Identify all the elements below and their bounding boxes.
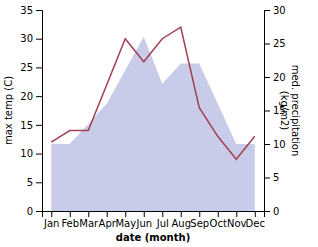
axis-line <box>43 212 265 218</box>
x-tick: Jan <box>43 211 59 229</box>
y-tick-label: 5 <box>27 177 33 188</box>
x-axis-title: date (month) <box>116 232 190 243</box>
y2-tick: 10 <box>264 139 286 150</box>
x-tick: Sep <box>190 211 209 229</box>
x-tick-label: Oct <box>210 218 227 229</box>
x-tick: Mar <box>79 211 99 229</box>
y-tick: 10 <box>20 148 42 159</box>
y2-tick-label: 10 <box>273 139 286 150</box>
y2-tick-label: 5 <box>273 172 279 183</box>
x-tick-label: Sep <box>190 218 209 229</box>
x-tick-label: Mar <box>79 218 99 229</box>
y2-tick-mark <box>264 44 270 45</box>
x-axis: JanFebMarAprMayJun JulAugSepOctNovDec <box>43 211 265 229</box>
y2-axis-title-line: (kg/m2) <box>279 91 290 131</box>
x-tick: May <box>115 211 136 229</box>
y2-tick-mark <box>264 77 270 78</box>
axis-line <box>265 11 271 212</box>
y-axis: 0 5 10 15 20 25 30 35 <box>20 5 42 217</box>
x-tick: Aug <box>171 211 191 229</box>
x-tick-mark <box>107 211 108 217</box>
y-tick-mark <box>36 10 42 11</box>
y2-tick-mark <box>264 10 270 11</box>
x-tick-mark <box>255 211 256 217</box>
y2-tick: 5 <box>264 172 279 183</box>
y-tick-label: 35 <box>20 5 33 16</box>
x-tick-mark <box>236 211 237 217</box>
x-tick-label: Apr <box>99 218 117 229</box>
x-tick-mark <box>88 211 89 217</box>
x-tick-mark <box>144 211 145 217</box>
marks <box>51 27 255 211</box>
y-tick-label: 25 <box>20 62 33 73</box>
y2-tick-mark <box>264 178 270 179</box>
y-tick: 0 <box>27 206 42 217</box>
y2-tick: 0 <box>264 206 279 217</box>
x-tick-label: Nov <box>227 218 247 229</box>
y2-tick: 25 <box>264 38 286 49</box>
x-tick-label: Jul <box>156 218 169 229</box>
chart: JanFebMarAprMayJun JulAugSepOctNovDec 0 5 10… <box>0 0 318 247</box>
plot-root: JanFebMarAprMayJun JulAugSepOctNovDec 0 5 10… <box>3 5 301 243</box>
y2-tick-mark <box>264 111 270 112</box>
y-tick-label: 20 <box>20 91 33 102</box>
y2-tick-label: 30 <box>273 5 286 16</box>
y-tick-mark <box>36 67 42 68</box>
temp-line <box>51 27 255 159</box>
x-tick-mark <box>162 211 163 217</box>
x-tick: Jul <box>156 211 169 229</box>
y2-tick: 30 <box>264 5 286 16</box>
y2-axis-title: med. precipitation(kg/m2) <box>279 65 302 157</box>
y-tick-mark <box>36 125 42 126</box>
x-tick-label: Feb <box>61 218 79 229</box>
y2-tick-mark <box>264 211 270 212</box>
x-tick: Nov <box>227 211 247 229</box>
y-tick-label: 15 <box>20 120 33 131</box>
x-tick: Jun <box>135 211 152 229</box>
precip-area <box>51 37 255 211</box>
y2-axis-title-line: med. precipitation <box>290 65 301 157</box>
x-tick: Feb <box>61 211 79 229</box>
x-tick-mark <box>181 211 182 217</box>
y-tick-mark <box>36 182 42 183</box>
x-tick-mark <box>218 211 219 217</box>
x-tick-label: Aug <box>171 218 191 229</box>
y-axis-title: max temp (C) <box>3 76 14 145</box>
y-tick-mark <box>36 211 42 212</box>
x-tick-label: May <box>115 218 136 229</box>
axis-line <box>36 11 43 212</box>
y-tick-label: 0 <box>27 206 33 217</box>
x-tick-mark <box>199 211 200 217</box>
y2-tick: 20 <box>264 72 286 83</box>
y-tick: 5 <box>27 177 42 188</box>
x-tick-mark <box>125 211 126 217</box>
y-tick: 15 <box>20 120 42 131</box>
x-tick-mark <box>70 211 71 217</box>
y-tick: 30 <box>20 33 42 44</box>
y-tick: 35 <box>20 5 42 16</box>
y2-tick-label: 0 <box>273 206 279 217</box>
x-tick: Oct <box>210 211 227 229</box>
y2-tick-label: 20 <box>273 72 286 83</box>
y-tick-mark <box>36 96 42 97</box>
y-tick: 20 <box>20 91 42 102</box>
y-tick-label: 30 <box>20 33 33 44</box>
x-tick-label: Dec <box>246 218 265 229</box>
x-tick: Apr <box>99 211 117 229</box>
x-tick-label: Jan <box>43 218 59 229</box>
y2-tick-label: 25 <box>273 38 286 49</box>
x-tick-mark <box>51 211 52 217</box>
y2-tick-mark <box>264 144 270 145</box>
y-tick-mark <box>36 39 42 40</box>
x-tick: Dec <box>246 211 265 229</box>
y-tick: 25 <box>20 62 42 73</box>
y-tick-mark <box>36 154 42 155</box>
x-tick-label: Jun <box>135 218 152 229</box>
y-tick-label: 10 <box>20 148 33 159</box>
